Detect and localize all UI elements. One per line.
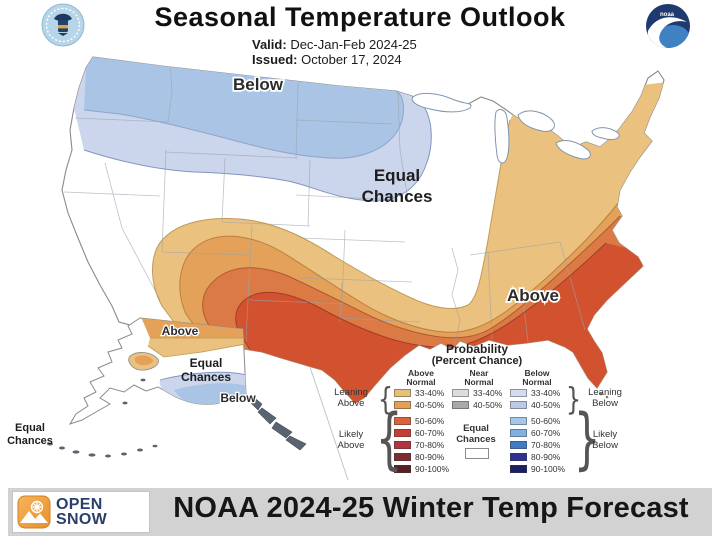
swatch: [394, 389, 411, 397]
open-snow-icon: [17, 495, 51, 529]
legend-header-above: Above Normal: [406, 368, 436, 387]
legend-row: 33-40%: [510, 388, 560, 398]
commerce-seal-icon: [40, 2, 86, 53]
label-alaska-equal-1: Equal: [190, 356, 223, 370]
inset-divider: [309, 366, 349, 481]
lake-erie: [555, 140, 591, 160]
great-lakes: [411, 92, 620, 164]
swatch: [510, 441, 527, 449]
swatch: [510, 389, 527, 397]
legend-leaning-above: Leaning Above: [334, 387, 368, 409]
swatch: [394, 465, 411, 473]
legend-likely-above: Likely Above: [337, 429, 365, 451]
bottom-banner: OPEN SNOW NOAA 2024-25 Winter Temp Forec…: [8, 488, 712, 536]
brace-leaning-below: }: [565, 381, 582, 418]
legend-row: 80-90%: [510, 452, 560, 462]
aleutian-islands: [47, 378, 158, 458]
label-alaska-above: Above: [162, 324, 199, 338]
swatch: [394, 453, 411, 461]
legend-row: 50-60%: [510, 416, 560, 426]
label-aleutian-equal-1: Equal: [15, 422, 45, 434]
label-conus-above: Above: [507, 286, 559, 305]
issued-value: October 17, 2024: [301, 52, 402, 67]
issued-label: Issued:: [252, 52, 298, 67]
legend-row: 40-50%: [510, 400, 560, 410]
swatch: [394, 441, 411, 449]
swatch: [452, 401, 469, 409]
legend-leaning-below: Leaning Below: [588, 387, 622, 409]
legend-row: 50-60%: [394, 416, 444, 426]
snow-word: SNOW: [56, 511, 107, 528]
valid-value: Dec-Jan-Feb 2024-25: [290, 37, 417, 52]
page-title: Seasonal Temperature Outlook: [154, 2, 566, 32]
legend-header-below: Below Normal: [522, 368, 552, 387]
legend-header-near: Near Normal: [464, 368, 494, 387]
legend-title: Probability: [445, 342, 508, 356]
snowflake-icon: [30, 500, 44, 514]
legend-equal-chances: Equal Chances: [456, 423, 496, 445]
legend-row: 40-50%: [452, 400, 502, 410]
legend-row: 70-80%: [510, 440, 560, 450]
legend-subtitle: (Percent Chance): [431, 355, 523, 367]
label-conus-equal-1: Equal: [374, 166, 420, 185]
label-conus-below: Below: [233, 75, 284, 94]
brace-leaning-above: {: [377, 381, 394, 418]
legend-row: 80-90%: [394, 452, 444, 462]
label-alaska-equal-2: Chances: [181, 370, 231, 384]
below-band-40-50: [84, 57, 404, 159]
swatch: [394, 401, 411, 409]
open-word: OPEN: [56, 496, 103, 513]
swatch: [510, 429, 527, 437]
lake-michigan: [494, 109, 510, 164]
legend-row: 60-70%: [394, 428, 444, 438]
alaska-above-band-33-40: [148, 338, 246, 357]
florida-keys: [599, 392, 609, 399]
open-snow-logo: OPEN SNOW: [12, 491, 150, 533]
noaa-logo-text: noaa: [660, 12, 675, 18]
label-alaska-below: Below: [220, 391, 256, 405]
swatch: [394, 429, 411, 437]
legend-row: 90-100%: [394, 464, 449, 474]
valid-label: Valid:: [252, 37, 287, 52]
swatch: [394, 417, 411, 425]
legend-row: 33-40%: [452, 388, 502, 398]
legend-row: 60-70%: [510, 428, 560, 438]
label-aleutian-equal-2: Chances: [7, 435, 53, 447]
legend-row: 70-80%: [394, 440, 444, 450]
swatch: [510, 417, 527, 425]
swatch: [510, 465, 527, 473]
swatch: [452, 389, 469, 397]
lake-huron: [517, 110, 555, 132]
label-conus-equal-2: Chances: [362, 187, 433, 206]
equal-chances-swatch: [465, 448, 489, 459]
legend-likely-below: Likely Below: [592, 429, 618, 451]
alaska-panhandle: [249, 395, 307, 451]
lake-ontario: [591, 127, 620, 140]
legend-row: 90-100%: [510, 464, 565, 474]
swatch: [510, 401, 527, 409]
banner-title: NOAA 2024-25 Winter Temp Forecast: [173, 492, 689, 524]
lake-superior: [411, 92, 472, 113]
seward-peninsula-above-core: [134, 355, 154, 366]
validity-block: Valid: Dec-Jan-Feb 2024-25 Issued: Octob…: [252, 37, 417, 67]
legend-row: 40-50%: [394, 400, 444, 410]
mountain-icon: [20, 511, 48, 523]
noaa-logo-icon: noaa: [644, 2, 692, 55]
swatch: [510, 453, 527, 461]
brace-likely-below: }: [573, 399, 601, 479]
band-boundaries: [83, 90, 655, 351]
legend-row: 33-40%: [394, 388, 444, 398]
probability-legend: Probability (Percent Chance) Above Normal…: [326, 342, 628, 482]
brace-likely-above: {: [375, 399, 403, 479]
open-snow-wordmark: OPEN SNOW: [56, 496, 107, 528]
